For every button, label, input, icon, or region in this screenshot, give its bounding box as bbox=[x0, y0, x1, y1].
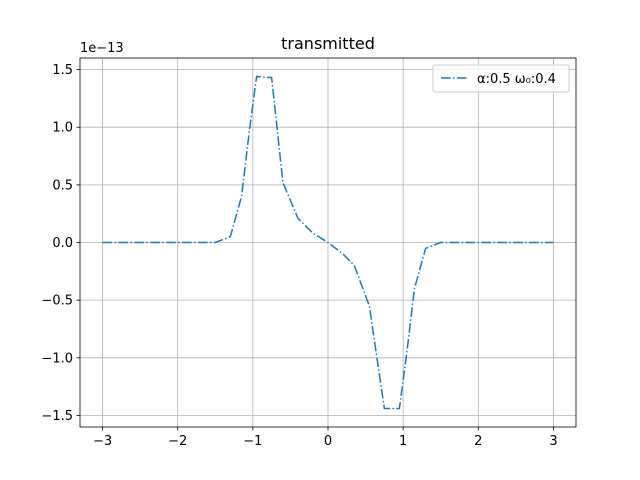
x-tick-label: 0 bbox=[324, 434, 332, 449]
y-tick-label: 1.0 bbox=[52, 121, 73, 136]
legend-label: α:0.5 ω₀:0.4 bbox=[477, 72, 556, 87]
x-tick-label: −1 bbox=[243, 434, 262, 449]
y-tick-label: 1.5 bbox=[52, 63, 73, 78]
x-axis: −3 −2 −1 0 1 2 3 bbox=[93, 427, 558, 449]
y-tick-label: −1.0 bbox=[41, 351, 73, 366]
y-tick-label: 0.0 bbox=[52, 236, 73, 251]
x-tick-label: 1 bbox=[399, 434, 407, 449]
legend-box bbox=[432, 64, 570, 93]
y-tick-label: −1.5 bbox=[41, 409, 73, 424]
y-offset-text: 1e−13 bbox=[80, 41, 124, 56]
x-tick-label: −3 bbox=[93, 434, 112, 449]
legend: α:0.5 ω₀:0.4 bbox=[432, 64, 570, 93]
x-tick-label: 3 bbox=[549, 434, 557, 449]
y-axis: −1.5 −1.0 −0.5 0.0 0.5 1.0 1.5 bbox=[41, 63, 80, 424]
x-tick-label: 2 bbox=[474, 434, 482, 449]
chart-title: transmitted bbox=[281, 34, 375, 53]
y-tick-label: 0.5 bbox=[52, 178, 73, 193]
y-tick-label: −0.5 bbox=[41, 294, 73, 309]
x-tick-label: −2 bbox=[168, 434, 187, 449]
series-line bbox=[102, 75, 554, 410]
